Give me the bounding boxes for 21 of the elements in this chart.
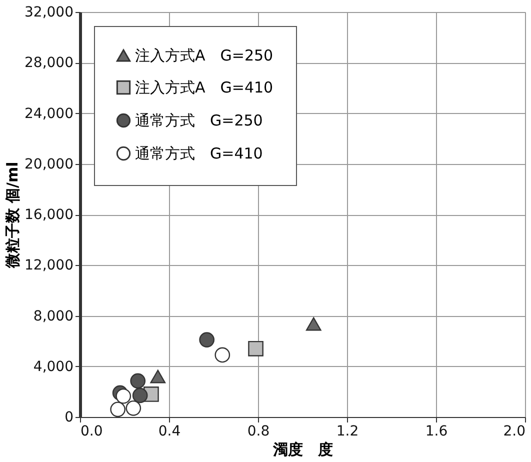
x-axis-title: 濁度 度 <box>272 440 333 458</box>
legend-label: 通常方式 G=250 <box>135 112 263 130</box>
x-tick-label: 2.0 <box>503 424 526 440</box>
y-tick-label: 28,000 <box>24 55 74 72</box>
legend-label: 通常方式 G=410 <box>135 144 263 162</box>
y-tick-label: 32,000 <box>24 4 74 20</box>
y-tick-label: 4,000 <box>33 358 74 375</box>
x-tick-label: 0.0 <box>80 424 103 440</box>
y-tick-label: 20,000 <box>24 156 74 172</box>
y-axis-title: 微粒子数 個/ml <box>4 162 22 270</box>
x-tick-label: 0.8 <box>247 424 270 440</box>
y-tick-label: 8,000 <box>33 308 74 324</box>
y-tick-label: 24,000 <box>24 106 74 122</box>
y-tick-label: 12,000 <box>24 258 74 274</box>
legend-label: 注入方式A G=410 <box>135 78 274 96</box>
y-tick-label: 0 <box>64 410 74 426</box>
x-tick-label: 0.4 <box>158 424 181 440</box>
x-tick-label: 1.2 <box>336 424 359 440</box>
x-tick-label: 1.6 <box>425 424 448 440</box>
legend-label: 注入方式A G=250 <box>135 46 274 64</box>
y-tick-label: 16,000 <box>24 207 74 223</box>
